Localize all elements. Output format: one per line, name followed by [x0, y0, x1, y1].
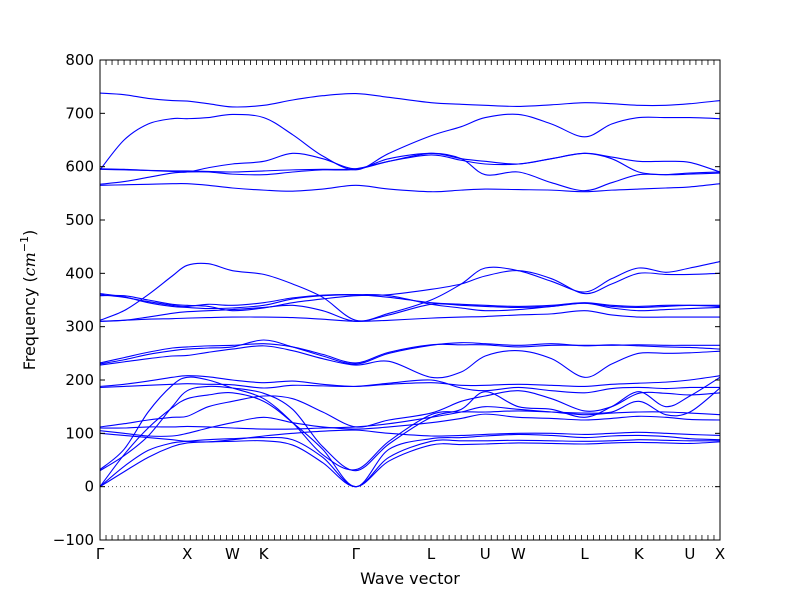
band-line-20 — [99, 302, 721, 322]
y-tick-label: 700 — [65, 104, 94, 122]
x-tick-label-4: K — [259, 545, 270, 563]
y-tick-label: 600 — [65, 158, 94, 176]
y-tick-label: 500 — [65, 211, 94, 229]
band-line-2 — [99, 436, 721, 488]
y-tick-label: −100 — [53, 531, 94, 549]
band-line-1 — [99, 440, 721, 488]
y-axis-title-close: ) — [20, 230, 39, 236]
band-line-18 — [99, 293, 721, 307]
band-line-26 — [99, 92, 721, 108]
y-tick-label: 300 — [65, 318, 94, 336]
x-tick-label-1: Γ — [96, 545, 105, 563]
y-tick-label: 800 — [65, 51, 94, 69]
band-line-3 — [99, 391, 721, 488]
x-axis-title: Wave vector — [360, 569, 460, 588]
x-tick-label-2: X — [182, 545, 192, 563]
band-line-10 — [99, 379, 721, 394]
y-axis-title-text: Frequency ( — [20, 276, 39, 370]
band-line-14 — [99, 343, 720, 364]
x-tick-label-5: Γ — [352, 545, 361, 563]
y-axis-title-unit: cm — [20, 252, 39, 276]
band-line-21 — [99, 183, 721, 193]
plot-frame — [99, 59, 721, 541]
x-tick-label-8: W — [511, 545, 526, 563]
y-tick-label: 100 — [65, 424, 94, 442]
y-tick-label: 200 — [65, 371, 94, 389]
band-line-16 — [99, 261, 721, 322]
band-line-19 — [99, 293, 721, 312]
y-axis: −100 0 100 200 300 400 500 600 700 800 — [53, 51, 720, 549]
y-tick-label: 0 — [84, 478, 94, 496]
band-line-7 — [99, 413, 721, 437]
band-line-5 — [99, 376, 721, 471]
x-tick-label-6: L — [427, 545, 436, 563]
x-tick-label-3: W — [225, 545, 240, 563]
band-line-6 — [99, 429, 721, 443]
band-line-12 — [99, 345, 721, 379]
band-line-15 — [99, 310, 720, 322]
y-tick-label: 400 — [65, 264, 94, 282]
x-tick-label-10: K — [634, 545, 645, 563]
x-tick-label-9: L — [580, 545, 589, 563]
x-tick-label-12: X — [715, 545, 725, 563]
band-line-17 — [99, 270, 721, 312]
band-line-24 — [99, 152, 721, 173]
y-axis-title-exponent: −1 — [18, 236, 31, 252]
band-line-8 — [99, 406, 721, 430]
y-axis-title: Frequency (cm−1) — [18, 230, 39, 371]
band-line-4 — [99, 376, 721, 472]
band-line-23 — [99, 152, 721, 176]
x-tick-label-7: U — [480, 545, 491, 563]
x-tick-label-11: U — [684, 545, 695, 563]
band-line-25 — [99, 113, 721, 171]
band-line-9 — [99, 390, 721, 428]
plot-area — [99, 92, 721, 488]
band-line-11 — [99, 375, 721, 387]
